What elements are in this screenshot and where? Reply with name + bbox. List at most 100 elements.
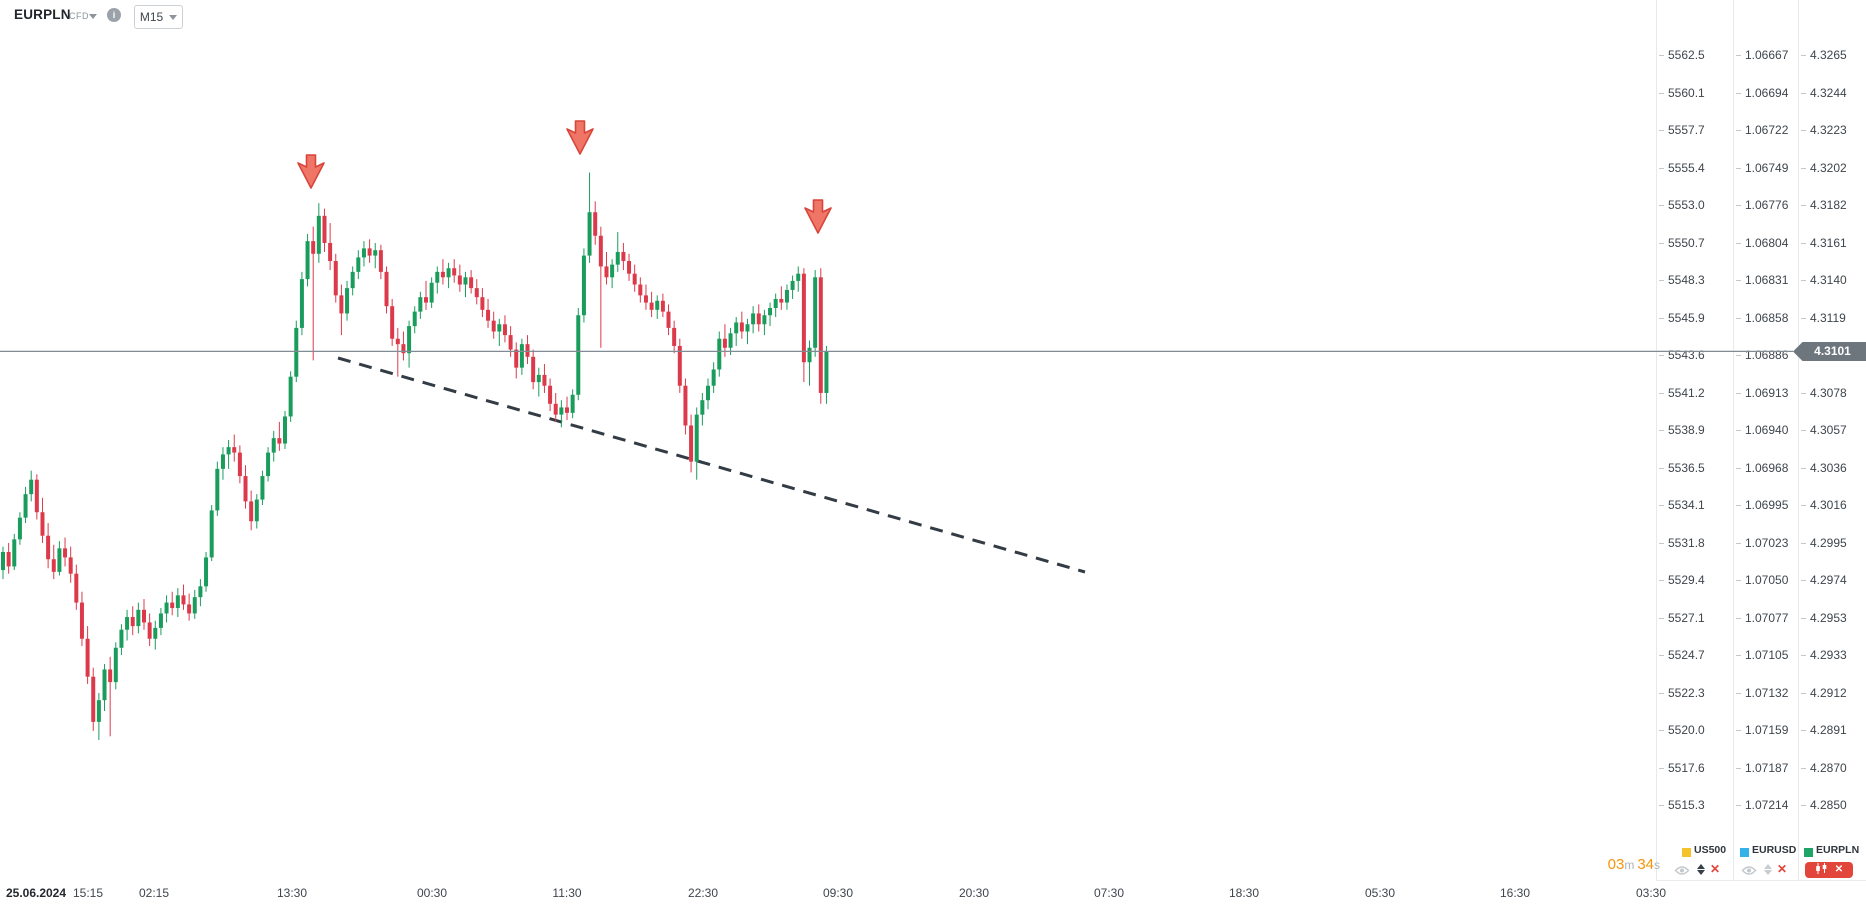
scale-tick — [1659, 430, 1664, 431]
price-value: 1.07214 — [1745, 798, 1789, 812]
scale-tick — [1659, 655, 1664, 656]
time-axis-label: 03:30 — [1635, 886, 1667, 900]
price-value: 5553.0 — [1668, 198, 1705, 212]
scale-tick — [1659, 580, 1664, 581]
trendline-drawing[interactable] — [337, 356, 1086, 574]
scale-tick — [1659, 542, 1664, 544]
price-value: 5520.0 — [1668, 723, 1705, 737]
price-value: 5522.3 — [1668, 685, 1705, 700]
down-arrow-marker[interactable] — [566, 120, 594, 155]
price-value: 4.2953 — [1810, 610, 1847, 625]
scale-tick — [1736, 355, 1741, 356]
scale-tick — [1736, 767, 1741, 769]
reorder-icon[interactable] — [1697, 864, 1705, 875]
scale-tick — [1659, 617, 1664, 619]
scale-tick — [1801, 167, 1806, 169]
active-symbol-button[interactable]: ✕ — [1805, 862, 1853, 878]
price-value: 5538.9 — [1668, 423, 1705, 437]
price-value: 4.2974 — [1810, 573, 1847, 587]
scale-tick — [1736, 167, 1741, 169]
legend-symbol-label[interactable]: EURPLN — [1816, 844, 1860, 856]
price-value: 1.06749 — [1745, 160, 1789, 175]
market-type-label: CFD — [69, 11, 89, 21]
scale-tick — [1659, 167, 1664, 169]
price-value: 4.3036 — [1810, 460, 1847, 475]
scale-tick — [1801, 767, 1806, 769]
symbol-name[interactable]: EURPLN — [14, 7, 71, 22]
reorder-icon[interactable] — [1764, 864, 1772, 875]
legend-symbol-label[interactable]: EURUSD — [1752, 844, 1797, 856]
scale-tick — [1736, 92, 1741, 94]
scale-tick — [1659, 767, 1664, 769]
price-value: 1.06804 — [1745, 235, 1789, 250]
price-value: 5545.9 — [1668, 310, 1705, 325]
info-icon[interactable]: i — [107, 8, 121, 22]
scale-tick — [1736, 280, 1741, 281]
price-value: 4.3078 — [1810, 385, 1847, 400]
time-axis-label: 18:30 — [1228, 886, 1260, 900]
down-arrow-marker[interactable] — [297, 154, 325, 189]
close-icon[interactable]: ✕ — [1777, 862, 1788, 876]
price-value: 1.07105 — [1745, 648, 1789, 662]
scale-tick — [1736, 542, 1741, 544]
time-axis-label: 25.06.2024 — [5, 886, 67, 900]
candlestick-series — [1, 172, 829, 740]
price-value: 4.2850 — [1810, 798, 1847, 812]
scale-tick — [1736, 317, 1741, 319]
scale-tick — [1736, 467, 1741, 469]
close-icon[interactable]: ✕ — [1710, 862, 1721, 876]
scale-separator — [1656, 0, 1657, 881]
price-value: 5560.1 — [1668, 85, 1705, 100]
scale-tick — [1736, 505, 1741, 506]
scale-tick — [1801, 205, 1806, 206]
scale-tick — [1659, 467, 1664, 469]
price-value: 5517.6 — [1668, 760, 1705, 775]
time-axis-label: 20:30 — [958, 886, 990, 900]
price-value: 1.07187 — [1745, 760, 1789, 775]
price-value: 4.3140 — [1810, 273, 1847, 287]
scale-tick — [1736, 242, 1741, 244]
time-axis-label: 11:30 — [552, 886, 582, 900]
scale-tick — [1659, 355, 1664, 356]
scale-tick — [1801, 392, 1806, 394]
scale-tick — [1736, 430, 1741, 431]
time-axis-label: 13:30 — [276, 886, 308, 900]
price-value: 1.06913 — [1745, 385, 1789, 400]
eye-icon[interactable] — [1674, 865, 1690, 876]
time-axis[interactable]: 25.06.2024 15:15 02:15 13:30 00:30 11:30 22:30… — [0, 884, 1866, 909]
price-value: 5555.4 — [1668, 160, 1705, 175]
down-arrow-marker[interactable] — [804, 199, 832, 234]
price-value: 5536.5 — [1668, 460, 1705, 475]
price-value: 1.07159 — [1745, 723, 1789, 737]
eye-icon[interactable] — [1741, 865, 1757, 876]
countdown-seconds: 34 — [1637, 856, 1654, 873]
price-value: 4.3202 — [1810, 160, 1847, 175]
price-value: 5527.1 — [1668, 610, 1705, 625]
countdown-seconds-unit: s — [1654, 858, 1660, 872]
scale-tick — [1736, 730, 1741, 731]
scale-tick — [1801, 580, 1806, 581]
caret-down-icon[interactable] — [89, 14, 97, 19]
timeframe-dropdown[interactable]: M15 — [134, 5, 183, 29]
price-value: 5548.3 — [1668, 273, 1705, 287]
price-value: 5541.2 — [1668, 385, 1705, 400]
scale-tick — [1659, 92, 1664, 94]
price-value: 5557.7 — [1668, 123, 1705, 137]
scale-tick — [1659, 505, 1664, 506]
scale-tick — [1736, 130, 1741, 131]
price-value: 4.3057 — [1810, 423, 1847, 437]
caret-down-icon — [169, 14, 178, 20]
price-value: 1.06722 — [1745, 123, 1789, 137]
legend-symbol-label[interactable]: US500 — [1694, 844, 1727, 856]
scale-tick — [1801, 317, 1806, 319]
price-value: 4.3244 — [1810, 85, 1847, 100]
scale-tick — [1801, 467, 1806, 469]
scale-tick — [1736, 805, 1741, 806]
price-value: 5529.4 — [1668, 573, 1705, 587]
scale-tick — [1801, 92, 1806, 94]
price-value: 1.06968 — [1745, 460, 1789, 475]
time-axis-label: 02:15 — [138, 886, 170, 900]
scale-tick — [1659, 805, 1664, 806]
scale-tick — [1736, 55, 1741, 56]
